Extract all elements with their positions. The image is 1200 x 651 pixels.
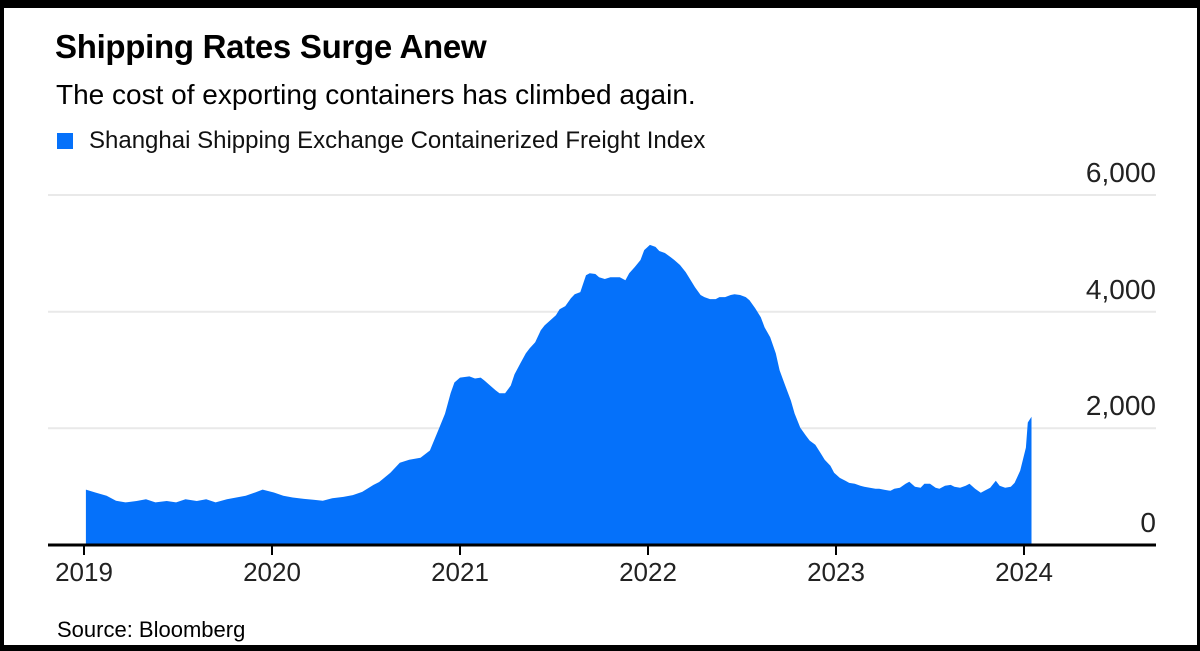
- y-axis-label-4000: 4,000: [1085, 273, 1156, 305]
- y-axis-label-2000: 2,000: [1085, 390, 1156, 422]
- legend-label: Shanghai Shipping Exchange Containerized…: [89, 127, 706, 154]
- source-note: Source: Bloomberg: [57, 617, 246, 642]
- chart-title: Shipping Rates Surge Anew: [55, 28, 487, 65]
- legend: Shanghai Shipping Exchange Containerized…: [57, 127, 705, 155]
- y-axis-label-6000: 6,000: [1085, 157, 1156, 188]
- freight-index-area-series: [85, 244, 1032, 545]
- x-axis-label-2021: 2021: [431, 557, 489, 587]
- x-axis-label-2022: 2022: [619, 557, 677, 587]
- y-axis-label-0: 0: [1140, 507, 1156, 538]
- x-axis-label-2023: 2023: [807, 557, 865, 587]
- legend-swatch-icon: [57, 133, 73, 149]
- x-axis-label-2024: 2024: [995, 557, 1053, 587]
- chart-subtitle: The cost of exporting containers has cli…: [56, 79, 696, 110]
- x-axis-label-2020: 2020: [243, 557, 301, 587]
- x-axis-label-2019: 2019: [55, 557, 113, 587]
